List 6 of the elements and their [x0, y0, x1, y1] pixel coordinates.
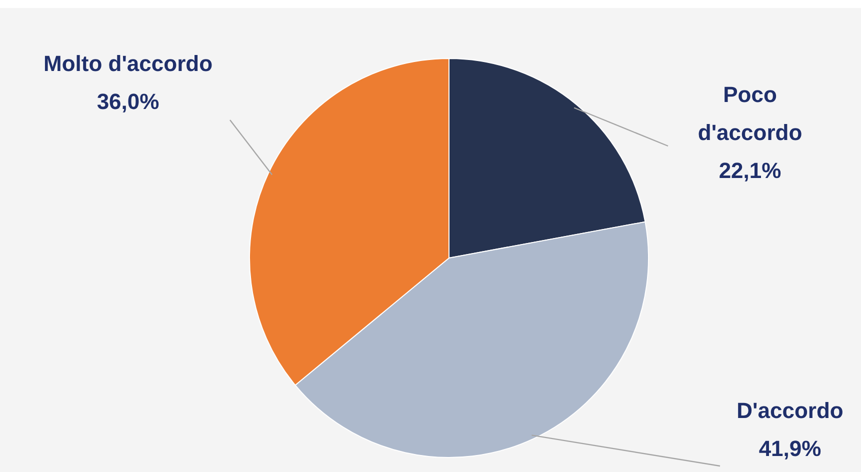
data-label: 41,9% [758, 436, 822, 462]
data-label: 36,0% [96, 89, 160, 114]
slice-label: Molto d'accordo [43, 51, 213, 76]
slice-label: Poco d'accordo [698, 82, 802, 146]
data-label: 22,1% [718, 158, 782, 184]
slice-label: D'accordo [736, 398, 844, 424]
